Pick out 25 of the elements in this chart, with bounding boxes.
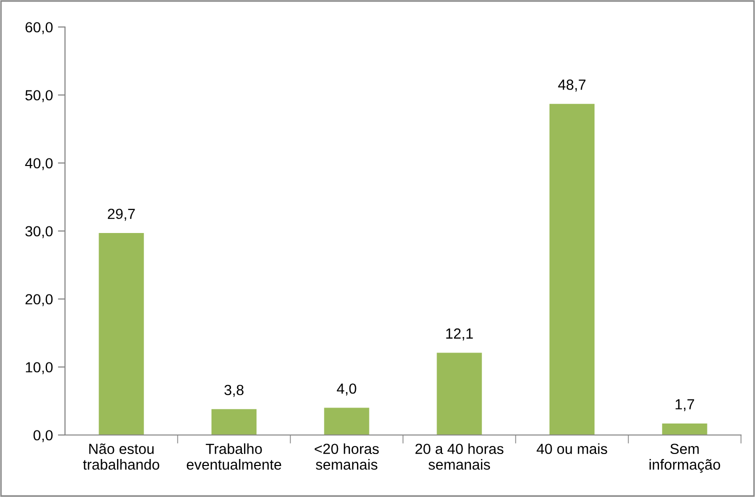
x-tick-label: <20 horas semanais bbox=[314, 443, 379, 470]
data-label: 4,0 bbox=[336, 383, 356, 396]
bar bbox=[436, 352, 482, 435]
bar bbox=[98, 233, 144, 435]
x-tick-label: Sem informação bbox=[650, 444, 720, 473]
x-tick-label: Não estou trabalhando bbox=[83, 443, 160, 470]
y-tick-label: 50,0 bbox=[25, 90, 53, 102]
data-label: 3,8 bbox=[224, 384, 244, 397]
x-tick-label: Trabalho eventualmente bbox=[186, 443, 282, 470]
data-label: 48,7 bbox=[558, 80, 586, 92]
y-tick-label: 40,0 bbox=[25, 158, 53, 170]
data-label: 12,1 bbox=[446, 328, 473, 340]
bar bbox=[549, 104, 595, 435]
bar bbox=[211, 409, 257, 435]
y-tick-label: 0,0 bbox=[33, 430, 53, 442]
x-tick-label: 20 a 40 horas semanais bbox=[415, 443, 504, 470]
x-tick-label: 40 ou mais bbox=[536, 443, 608, 454]
bar bbox=[324, 408, 370, 435]
y-tick-label: 30,0 bbox=[25, 226, 53, 238]
y-tick-label: 10,0 bbox=[26, 362, 53, 374]
data-label: 1,7 bbox=[676, 399, 694, 412]
y-tick-label: 60,0 bbox=[26, 22, 53, 34]
bar bbox=[662, 423, 708, 435]
data-label: 29,7 bbox=[108, 208, 135, 221]
y-tick-label: 20,0 bbox=[26, 294, 53, 306]
